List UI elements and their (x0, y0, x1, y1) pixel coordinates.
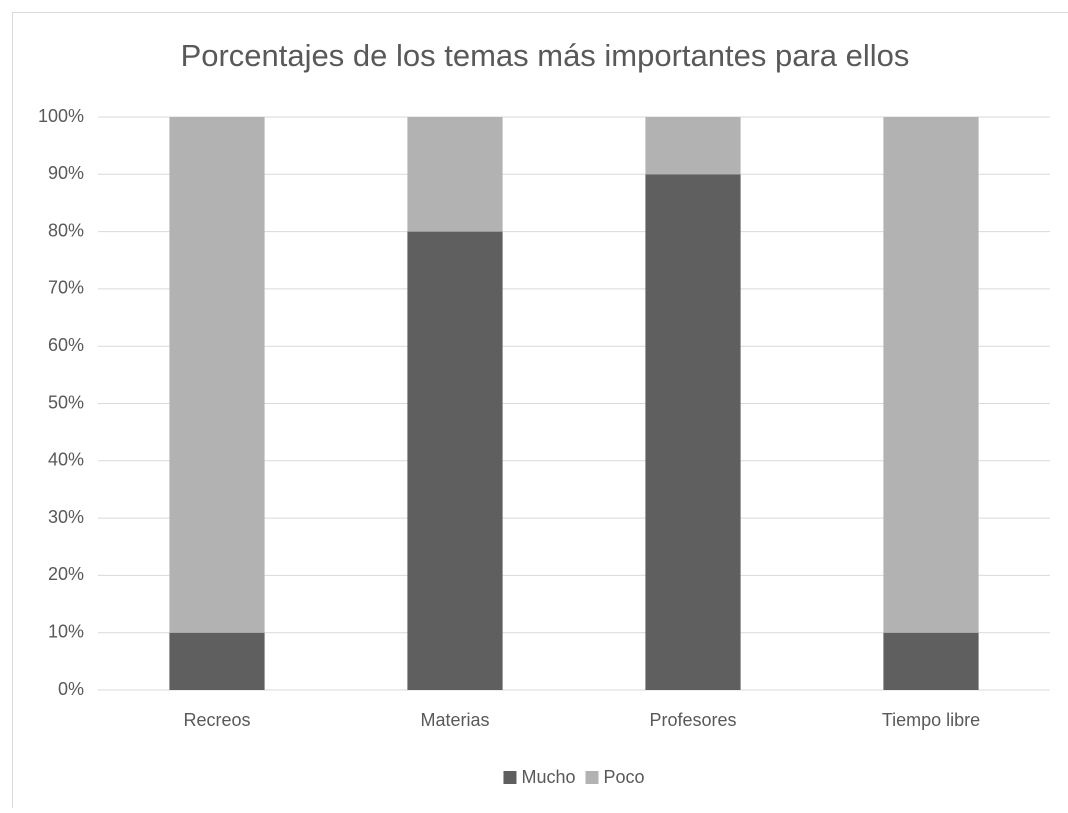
y-tick-label: 20% (48, 564, 84, 584)
bar-segment (169, 117, 264, 633)
bar-segment (883, 117, 978, 633)
x-tick-label: Materias (420, 710, 489, 730)
y-tick-label: 0% (58, 679, 84, 699)
x-tick-label: Recreos (183, 710, 250, 730)
y-tick-label: 50% (48, 392, 84, 412)
bar-segment (645, 117, 740, 174)
y-tick-label: 90% (48, 163, 84, 183)
y-tick-label: 10% (48, 621, 84, 641)
y-tick-label: 70% (48, 278, 84, 298)
legend-label: Poco (604, 767, 645, 787)
bar-segment (645, 174, 740, 690)
bar-segment (407, 117, 502, 232)
y-tick-label: 40% (48, 450, 84, 470)
x-tick-label: Tiempo libre (882, 710, 980, 730)
y-tick-label: 100% (38, 106, 84, 126)
y-tick-label: 60% (48, 335, 84, 355)
y-tick-label: 80% (48, 220, 84, 240)
legend-marker (503, 771, 516, 784)
legend-marker (586, 771, 599, 784)
y-tick-label: 30% (48, 507, 84, 527)
legend-label: Mucho (521, 767, 575, 787)
bar-segment (169, 633, 264, 690)
chart-title: Porcentajes de los temas más importantes… (181, 38, 910, 73)
bar-segment (407, 232, 502, 690)
x-tick-label: Profesores (649, 710, 736, 730)
bar-segment (883, 633, 978, 690)
